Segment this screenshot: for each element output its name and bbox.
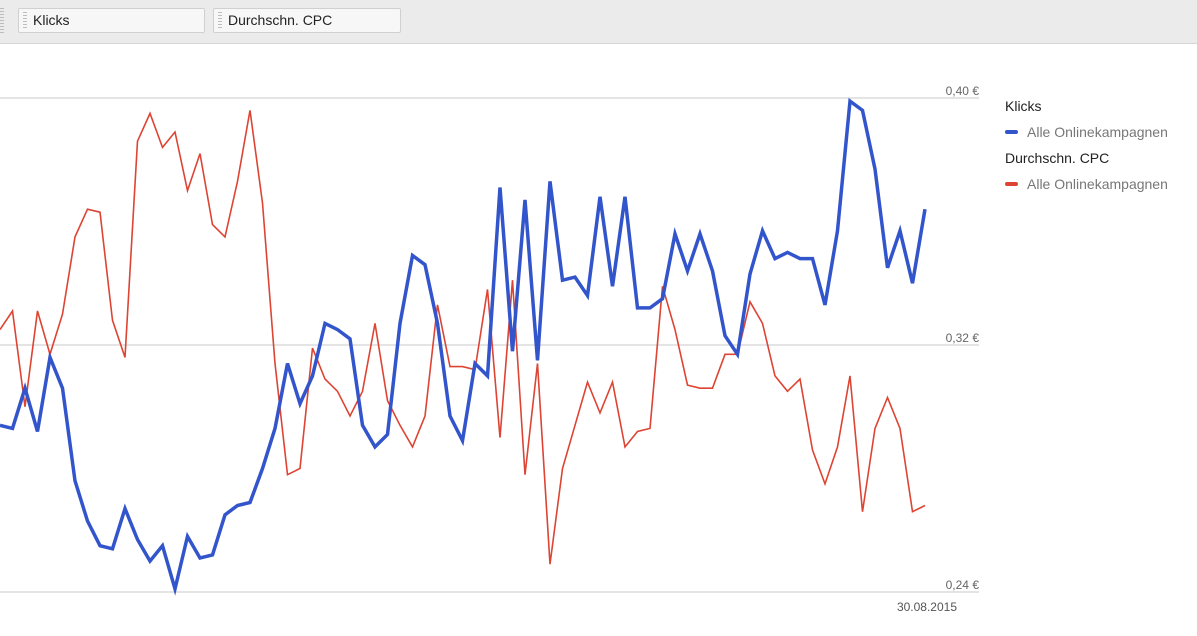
- legend-group-cpc: Durchschn. CPC: [1005, 150, 1110, 166]
- chart-legend: Klicks Alle Onlinekampagnen Durchschn. C…: [1005, 96, 1195, 200]
- drag-grip-icon: [23, 12, 27, 29]
- metric-select-clicks[interactable]: Klicks: [18, 8, 205, 33]
- y-tick-label: 0,24 €: [946, 578, 980, 592]
- blue-line-swatch-icon: [1005, 130, 1018, 134]
- metric-select-cpc[interactable]: Durchschn. CPC: [213, 8, 401, 33]
- x-tick-label: 30.08.2015: [897, 600, 957, 614]
- legend-item-label: Alle Onlinekampagnen: [1027, 176, 1168, 192]
- red-line-swatch-icon: [1005, 182, 1018, 186]
- toolbar-grip: [0, 8, 4, 33]
- legend-group-clicks: Klicks: [1005, 98, 1042, 114]
- y-tick-label: 0,40 €: [946, 84, 980, 98]
- drag-grip-icon: [218, 12, 222, 29]
- legend-item-cpc-campaigns[interactable]: Alle Onlinekampagnen: [1005, 174, 1195, 200]
- metric-toolbar: Klicks Durchschn. CPC: [0, 0, 1197, 44]
- y-tick-label: 0,32 €: [946, 331, 980, 345]
- legend-item-clicks-campaigns[interactable]: Alle Onlinekampagnen: [1005, 122, 1195, 148]
- series-line-clicks: [0, 97, 927, 596]
- metric-select-cpc-label: Durchschn. CPC: [228, 12, 333, 28]
- legend-item-label: Alle Onlinekampagnen: [1027, 124, 1168, 140]
- series-line-cpc: [0, 110, 926, 565]
- line-chart: 0,40 € 0,32 € 0,24 € 30.08.2015: [0, 84, 980, 614]
- metric-select-clicks-label: Klicks: [33, 12, 70, 28]
